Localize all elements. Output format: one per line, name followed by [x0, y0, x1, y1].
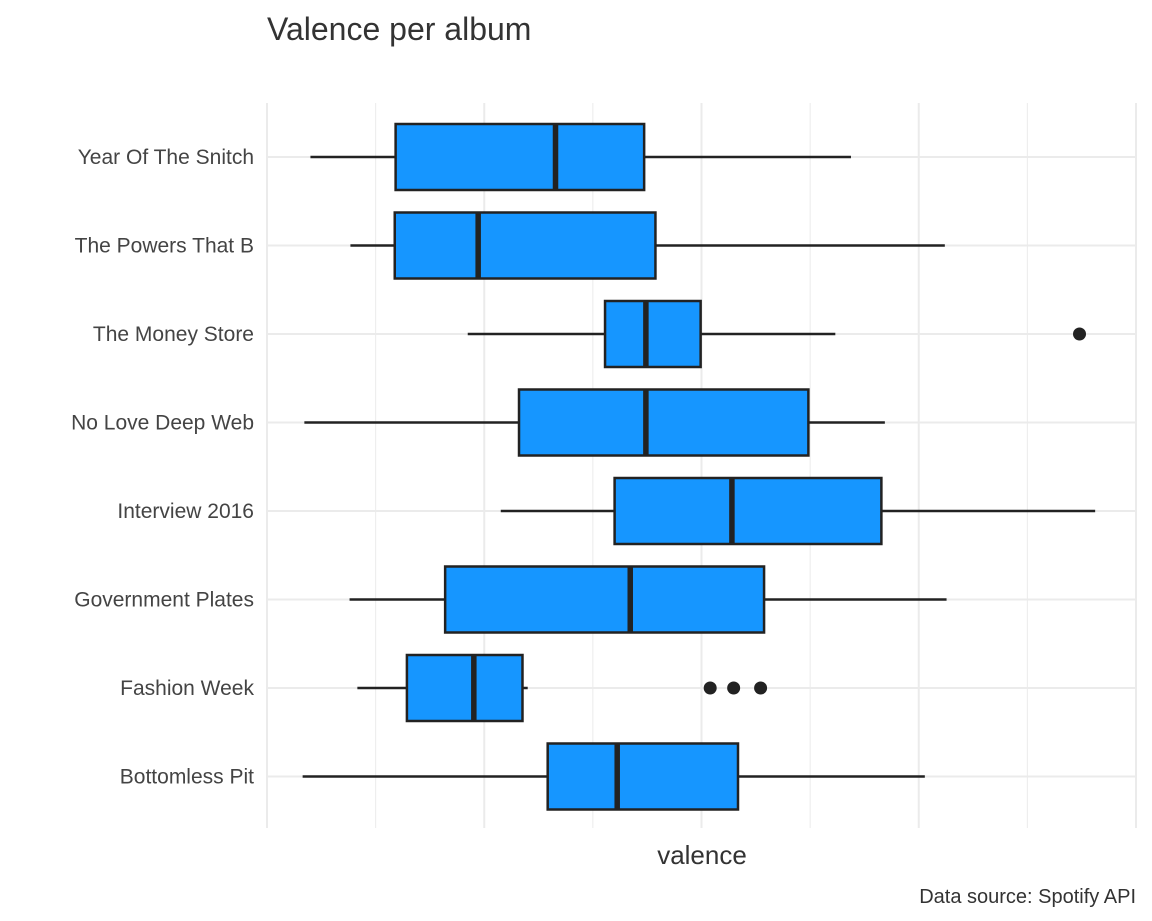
- outlier-point: [727, 681, 741, 695]
- box-3: [304, 388, 885, 457]
- outlier-point: [703, 681, 717, 695]
- chart-title: Valence per album: [267, 11, 531, 47]
- box-7: [302, 742, 925, 811]
- box-6: [357, 653, 768, 723]
- category-label: The Money Store: [93, 323, 254, 346]
- x-axis-label: valence: [657, 840, 747, 870]
- box-iqr: [546, 742, 740, 811]
- box-4: [500, 476, 1096, 546]
- box-iqr: [405, 653, 524, 723]
- outlier-point: [754, 681, 768, 695]
- boxes: [302, 122, 1096, 811]
- category-label: The Powers That B: [75, 235, 254, 258]
- box-iqr: [443, 565, 766, 634]
- category-label: Year Of The Snitch: [78, 146, 254, 169]
- box-2: [467, 299, 1087, 369]
- category-label: Fashion Week: [120, 677, 254, 700]
- box-iqr: [613, 476, 883, 546]
- outlier-point: [1073, 327, 1087, 341]
- box-iqr: [603, 299, 702, 369]
- category-label: Government Plates: [74, 589, 254, 612]
- box-5: [349, 565, 947, 634]
- box-iqr: [517, 388, 810, 457]
- caption: Data source: Spotify API: [919, 886, 1136, 908]
- category-label: Bottomless Pit: [120, 766, 254, 789]
- box-0: [310, 122, 851, 192]
- box-iqr: [393, 211, 657, 280]
- box-iqr: [394, 122, 646, 192]
- category-labels: Year Of The Snitch The Powers That B The M…: [71, 146, 254, 789]
- category-label: Interview 2016: [117, 500, 254, 523]
- category-label: No Love Deep Web: [71, 412, 254, 435]
- box-1: [350, 211, 945, 280]
